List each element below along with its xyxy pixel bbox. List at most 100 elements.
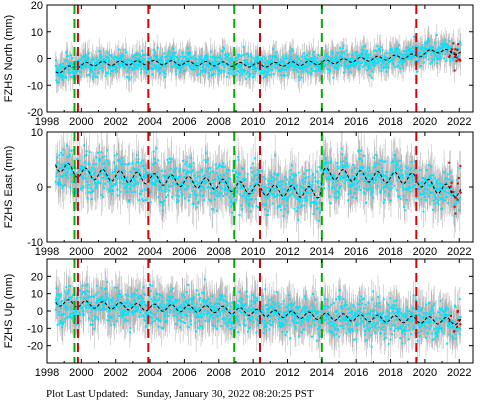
data-point: [199, 181, 202, 184]
data-point: [203, 56, 206, 59]
data-point: [188, 171, 191, 174]
data-point: [193, 192, 196, 195]
data-point: [131, 161, 134, 164]
data-point: [256, 55, 259, 58]
data-point: [186, 172, 189, 175]
data-point: [261, 60, 264, 63]
data-point: [335, 67, 338, 70]
data-point: [57, 180, 60, 183]
data-point: [249, 185, 252, 188]
data-point: [160, 63, 163, 66]
data-point: [189, 165, 192, 168]
data-point: [432, 50, 435, 53]
data-point: [67, 177, 70, 180]
data-point: [307, 58, 310, 61]
data-point: [458, 48, 461, 51]
data-point: [223, 66, 226, 69]
data-point: [410, 52, 413, 55]
data-point: [407, 50, 410, 53]
data-point: [166, 58, 169, 61]
data-point: [141, 197, 144, 200]
data-point: [89, 66, 92, 69]
data-point: [91, 177, 94, 180]
data-point: [237, 55, 240, 58]
data-point: [349, 64, 352, 67]
data-point: [299, 60, 302, 63]
data-point: [115, 167, 118, 170]
data-point: [126, 176, 129, 179]
data-point: [128, 162, 131, 165]
data-point: [227, 72, 230, 75]
data-point: [326, 63, 329, 66]
data-point: [290, 61, 293, 64]
data-point: [112, 161, 115, 164]
data-point: [150, 58, 153, 61]
data-point: [163, 199, 166, 202]
data-point: [284, 55, 287, 58]
data-point: [288, 59, 291, 62]
data-point: [435, 34, 438, 37]
data-point: [429, 62, 432, 65]
data-point: [79, 58, 82, 61]
data-point: [337, 62, 340, 65]
data-point: [204, 174, 207, 177]
data-point: [199, 73, 202, 76]
data-point: [396, 53, 399, 56]
data-point: [374, 54, 377, 57]
data-point: [199, 70, 202, 73]
data-point: [133, 168, 136, 171]
data-point: [237, 53, 240, 56]
data-point: [232, 169, 235, 172]
data-point: [200, 58, 203, 61]
data-point: [169, 174, 172, 177]
data-point: [432, 48, 435, 51]
data-point: [301, 62, 304, 65]
data-point: [140, 64, 143, 67]
data-point: [302, 68, 305, 71]
data-point: [189, 66, 192, 69]
data-point: [363, 45, 366, 48]
data-point: [259, 72, 262, 75]
data-point: [105, 175, 108, 178]
data-point: [95, 156, 98, 159]
data-point: [96, 184, 99, 187]
data-point: [400, 60, 403, 63]
data-point: [269, 60, 272, 63]
data-point: [366, 50, 369, 53]
data-point: [224, 56, 227, 59]
data-point: [381, 58, 384, 61]
data-point: [211, 182, 214, 185]
data-point: [311, 53, 314, 56]
model-line-north: [55, 49, 462, 74]
data-point: [232, 72, 235, 75]
data-point: [136, 60, 139, 63]
data-point: [161, 55, 164, 58]
data-point: [169, 176, 172, 179]
recent-point: [455, 60, 458, 63]
data-point: [222, 174, 225, 177]
data-point: [216, 68, 219, 71]
data-point: [398, 44, 401, 47]
data-point: [138, 53, 141, 56]
data-point: [143, 67, 146, 70]
data-point: [251, 76, 254, 79]
data-point: [153, 183, 156, 186]
data-point: [56, 161, 59, 164]
data-point: [458, 41, 461, 44]
data-point: [242, 45, 245, 48]
data-point: [71, 57, 74, 60]
data-point: [427, 48, 430, 51]
data-point: [201, 66, 204, 69]
data-point: [127, 163, 130, 166]
y-tick-label: 20: [31, 0, 43, 12]
data-point: [353, 65, 356, 68]
data-point: [90, 177, 93, 180]
data-point: [371, 70, 374, 73]
data-point: [58, 167, 61, 170]
data-point: [280, 74, 283, 77]
data-point: [198, 186, 201, 189]
data-point: [121, 56, 124, 59]
data-point: [81, 56, 84, 59]
data-point: [411, 50, 414, 53]
data-point: [170, 185, 173, 188]
